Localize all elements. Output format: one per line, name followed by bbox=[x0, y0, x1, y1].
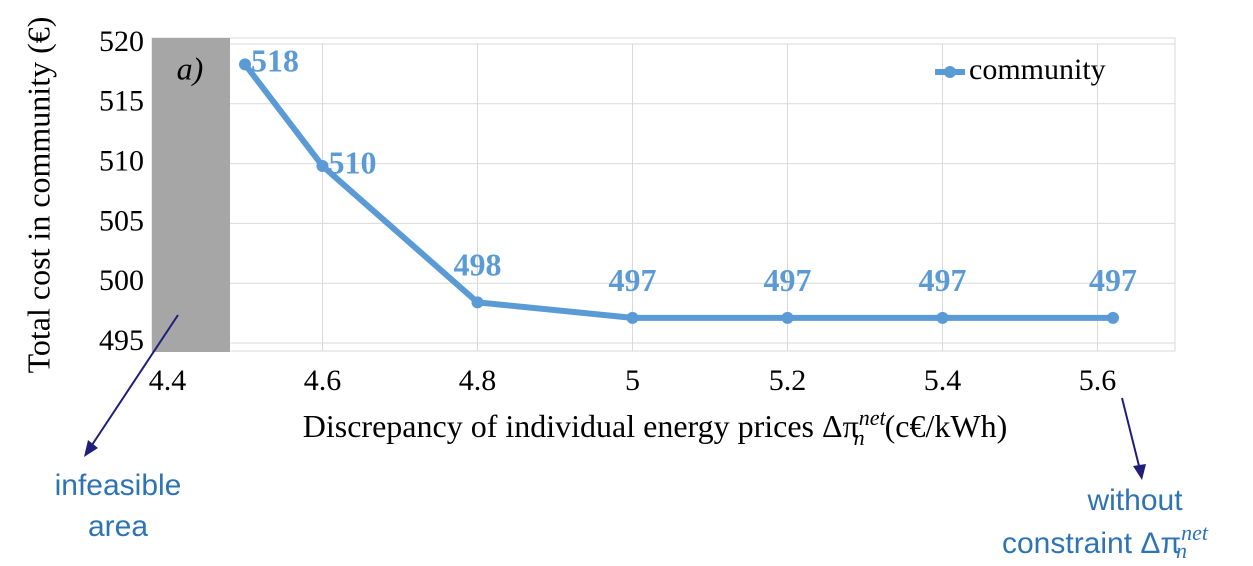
y-tick-label: 520 bbox=[99, 25, 144, 58]
annotation: infeasible bbox=[55, 469, 182, 502]
y-tick-label: 515 bbox=[99, 85, 144, 118]
y-tick-label: 500 bbox=[99, 264, 144, 297]
data-label: 497 bbox=[609, 262, 657, 298]
point bbox=[471, 296, 484, 309]
y-axis-label: Total cost in community (€) bbox=[20, 17, 56, 374]
point bbox=[316, 159, 329, 172]
arrow-head bbox=[84, 440, 98, 457]
arrow bbox=[1121, 397, 1141, 471]
x-tick-label: 5.6 bbox=[1079, 364, 1117, 397]
x-tick-label: 5 bbox=[625, 364, 640, 397]
point bbox=[781, 311, 794, 324]
data-label: 497 bbox=[764, 262, 812, 298]
panel-label: a) bbox=[177, 50, 204, 86]
point bbox=[626, 311, 639, 324]
annotation: constraint Δπnet n bbox=[1002, 520, 1209, 563]
arrow bbox=[89, 314, 179, 449]
point bbox=[1107, 311, 1119, 324]
data-label: 510 bbox=[329, 144, 377, 180]
data-label: 518 bbox=[251, 43, 299, 79]
point bbox=[936, 311, 949, 324]
y-tick-label: 505 bbox=[99, 204, 144, 237]
data-label: 497 bbox=[919, 262, 967, 298]
x-tick-label: 4.8 bbox=[459, 364, 497, 397]
legend-marker bbox=[944, 66, 956, 78]
x-tick-label: 5.4 bbox=[924, 364, 962, 397]
infeasible-region bbox=[152, 38, 230, 352]
x-tick-label: 4.4 bbox=[149, 364, 187, 397]
data-label: 498 bbox=[454, 247, 502, 283]
x-tick-label: 4.6 bbox=[304, 364, 342, 397]
x-tick-label: 5.2 bbox=[769, 364, 807, 397]
arrow-head bbox=[1133, 464, 1146, 480]
data-label: 497 bbox=[1089, 262, 1137, 298]
line bbox=[242, 62, 1113, 321]
annotation: without bbox=[1086, 484, 1183, 517]
y-tick-label: 495 bbox=[99, 324, 144, 357]
legend-label: community bbox=[969, 53, 1106, 86]
x-axis-label: Discrepancy of individual energy prices … bbox=[303, 405, 1007, 450]
y-tick-label: 510 bbox=[99, 144, 144, 177]
point bbox=[239, 58, 251, 71]
annotation: area bbox=[88, 510, 148, 543]
